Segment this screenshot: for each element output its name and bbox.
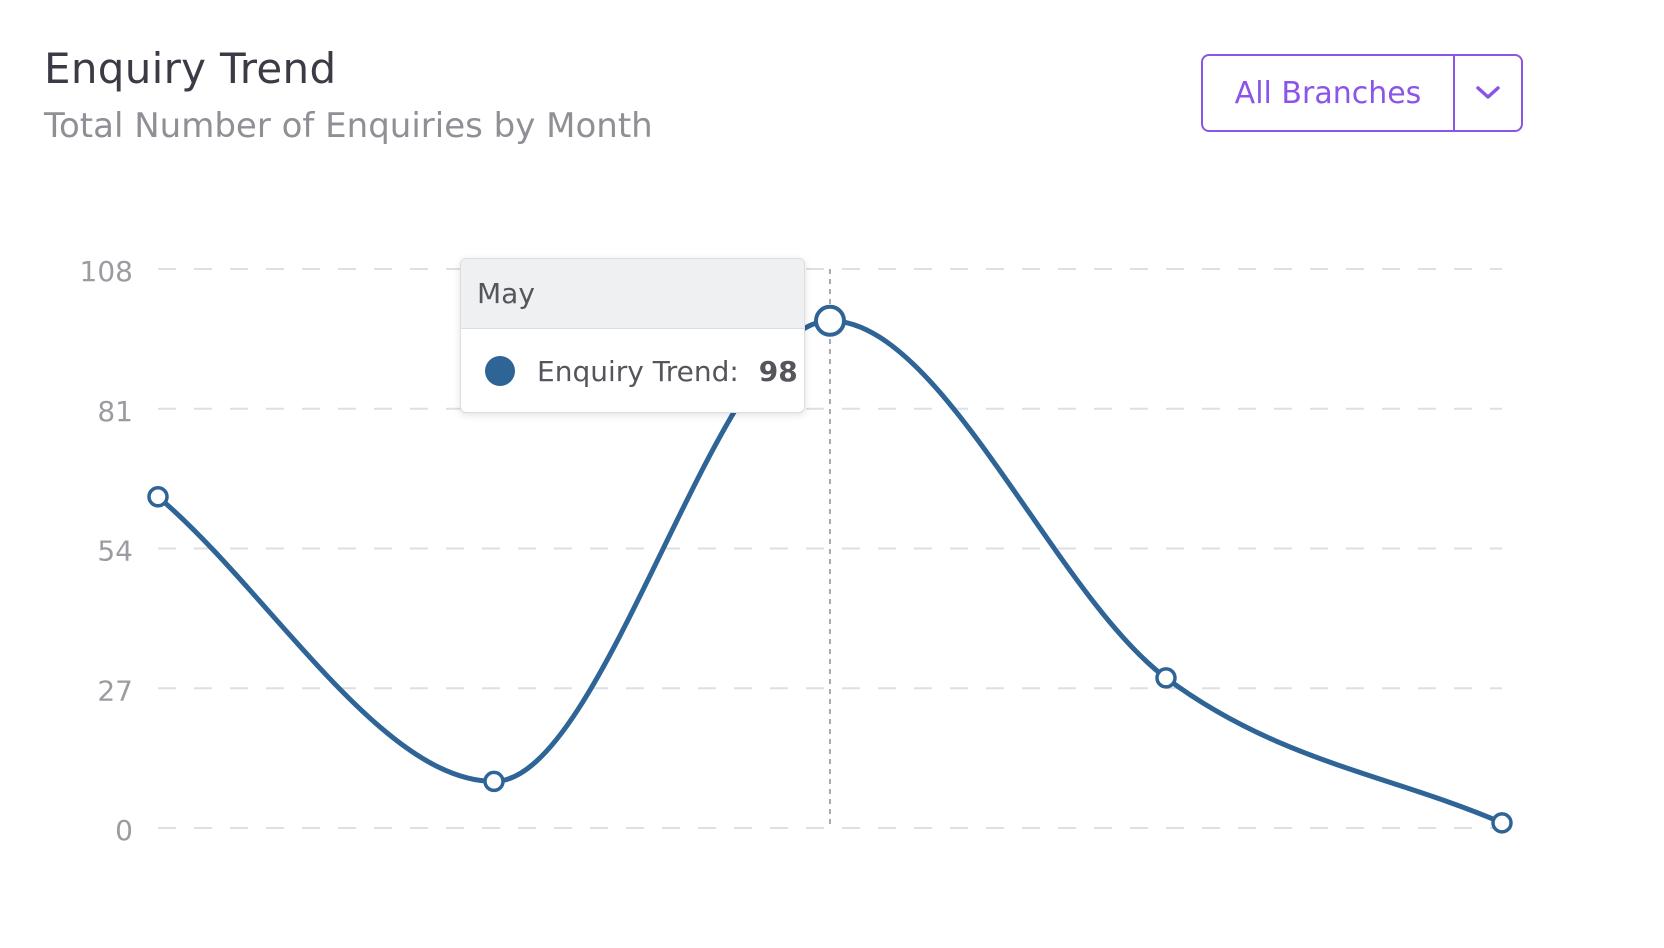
y-tick-label: 0 (115, 814, 133, 847)
y-axis-ticks: 0 27 54 81 108 (80, 255, 133, 847)
branch-select-toggle[interactable] (1453, 56, 1521, 130)
y-tick-label: 81 (97, 395, 133, 428)
data-point[interactable] (1491, 812, 1513, 834)
series-line-enquiry-trend (155, 318, 1505, 826)
y-tick-label: 27 (97, 674, 133, 707)
chart-tooltip: May Enquiry Trend: 98 (460, 258, 805, 413)
tooltip-series-marker (485, 356, 515, 386)
chart-subtitle: Total Number of Enquiries by Month (44, 106, 653, 146)
tooltip-value: 98 (758, 354, 798, 388)
branch-select[interactable]: All Branches (1201, 54, 1523, 132)
branch-select-label: All Branches (1234, 75, 1422, 111)
y-tick-label: 54 (97, 535, 133, 568)
data-point[interactable] (1155, 667, 1177, 689)
tooltip-category: May (461, 259, 804, 329)
tooltip-series-label: Enquiry Trend: (537, 354, 739, 388)
y-tick-label: 108 (80, 255, 133, 288)
series-points (147, 304, 1513, 834)
grid-lines (158, 268, 1502, 829)
tooltip-body: Enquiry Trend: 98 (461, 329, 804, 412)
data-point[interactable] (147, 485, 169, 508)
data-point-hovered[interactable] (814, 304, 846, 337)
chart-title: Enquiry Trend (44, 44, 337, 93)
chevron-down-icon (1476, 86, 1500, 99)
data-point[interactable] (483, 770, 505, 793)
